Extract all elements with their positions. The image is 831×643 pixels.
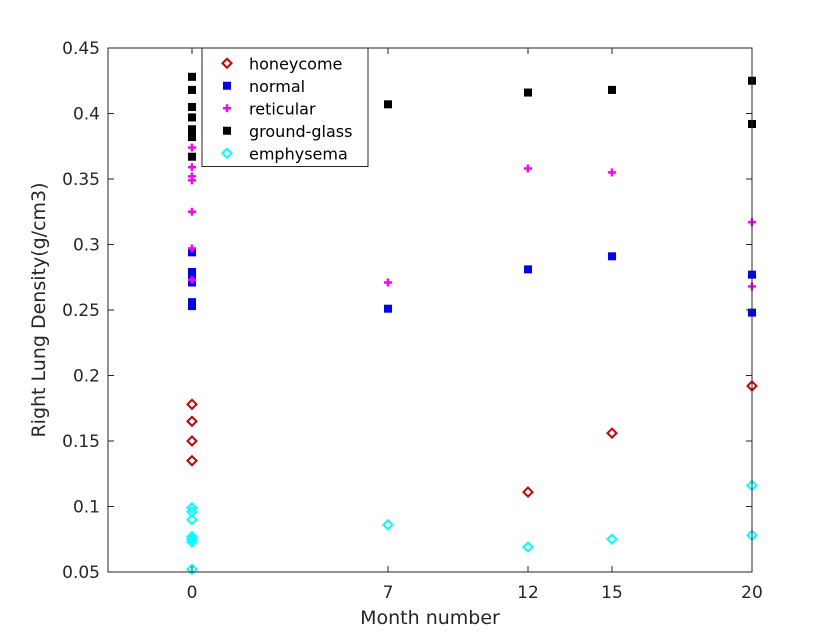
legend-marker-ground-glass [223, 126, 231, 135]
data-point-reticular [188, 163, 196, 172]
data-point-ground-glass [608, 85, 616, 94]
data-point-normal [188, 302, 196, 311]
series-emphysema [186, 479, 758, 576]
legend: honeycome normal reticular ground-glass emph… [201, 47, 369, 167]
y-tick-label: 0.35 [62, 170, 100, 190]
axes: 0 7 12 15 20 0.05 0.1 0.15 0.2 0.25 0.3 0.35 0.4 0.45 [62, 39, 763, 603]
legend-marker-honeycome [221, 57, 233, 70]
x-tick-label: 12 [517, 583, 539, 603]
data-point-reticular [188, 275, 196, 284]
legend-label-ground-glass: ground-glass [249, 122, 352, 141]
data-point-honeycome [522, 486, 534, 499]
data-point-ground-glass [188, 133, 196, 142]
data-point-reticular [188, 244, 196, 253]
data-point-ground-glass [188, 102, 196, 111]
data-point-emphysema [186, 513, 198, 526]
y-axis-label: Right Lung Density(g/cm3) [28, 182, 50, 437]
x-axis-label: Month number [360, 607, 500, 629]
legend-label-honeycome: honeycome [249, 54, 342, 73]
data-point-emphysema [186, 533, 198, 546]
data-point-ground-glass [384, 100, 392, 109]
data-point-reticular [188, 207, 196, 216]
data-point-ground-glass [188, 72, 196, 81]
legend-label-normal: normal [249, 77, 305, 96]
legend-marker-reticular [223, 104, 231, 113]
data-point-honeycome [186, 435, 198, 447]
data-point-emphysema [186, 563, 198, 576]
data-point-emphysema [522, 541, 534, 554]
x-tick-label: 7 [383, 583, 394, 603]
data-point-emphysema [186, 501, 198, 514]
data-point-honeycome [186, 398, 198, 411]
series-honeycome [186, 380, 758, 499]
data-point-ground-glass [188, 85, 196, 94]
data-point-emphysema [186, 535, 198, 548]
x-tick-label: 0 [187, 583, 198, 603]
y-tick-label: 0.1 [73, 498, 100, 518]
series-reticular [188, 143, 756, 291]
data-point-reticular [384, 278, 392, 287]
data-point-normal [524, 265, 532, 274]
y-tick-label: 0.45 [62, 39, 100, 59]
x-tick-label: 20 [741, 583, 763, 603]
data-point-normal [384, 304, 392, 313]
y-tick-label: 0.4 [73, 105, 100, 125]
data-point-honeycome [606, 427, 618, 440]
legend-marker-emphysema [221, 147, 233, 160]
data-point-reticular [524, 164, 532, 173]
legend-label-reticular: reticular [249, 99, 316, 118]
data-point-reticular [188, 176, 196, 185]
data-point-reticular [608, 168, 616, 177]
data-point-honeycome [186, 454, 198, 467]
data-point-ground-glass [188, 152, 196, 161]
y-tick-label: 0.3 [73, 236, 100, 256]
data-point-emphysema [382, 518, 394, 531]
data-point-honeycome [186, 415, 198, 428]
data-point-emphysema [186, 530, 198, 543]
y-tick-label: 0.15 [62, 432, 100, 452]
data-point-ground-glass [188, 113, 196, 122]
data-points [186, 72, 758, 576]
y-tick-label: 0.25 [62, 301, 100, 321]
data-point-reticular [188, 143, 196, 152]
x-tick-label: 15 [601, 583, 623, 603]
y-tick-label: 0.2 [73, 367, 100, 387]
legend-marker-normal [223, 81, 231, 90]
legend-label-emphysema: emphysema [249, 144, 348, 163]
y-tick-label: 0.05 [62, 563, 100, 583]
data-point-normal [608, 252, 616, 261]
data-point-emphysema [606, 533, 618, 546]
data-point-ground-glass [524, 88, 532, 97]
